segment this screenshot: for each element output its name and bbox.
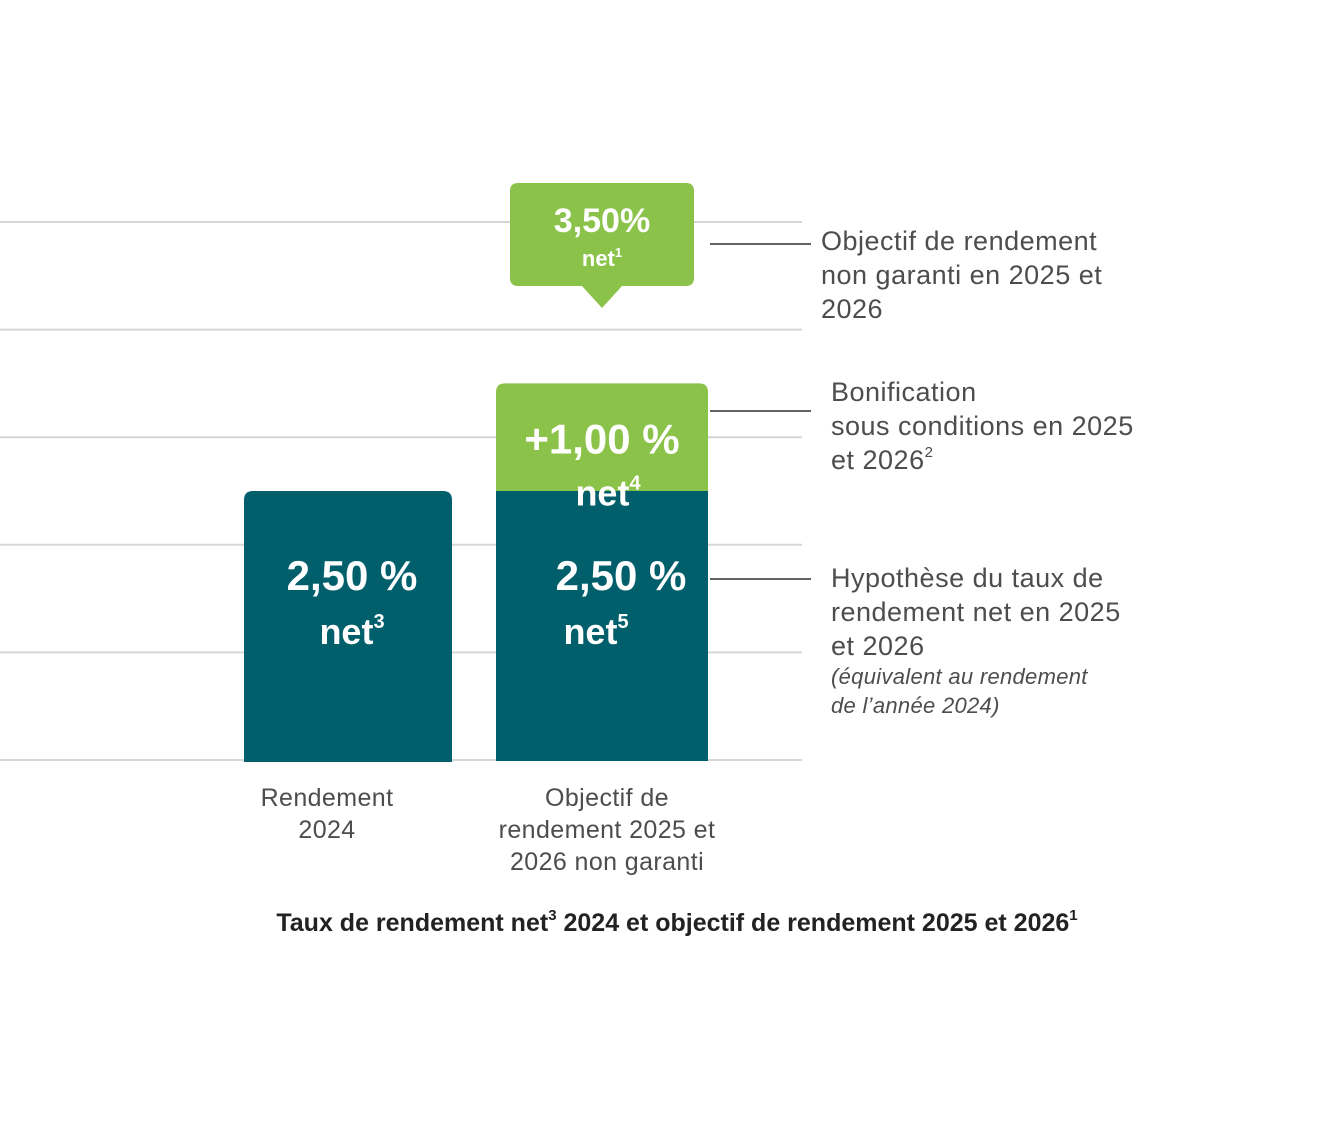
base-net-label: net5 xyxy=(563,611,628,652)
bar-base xyxy=(244,491,452,762)
x-tick-label: Objectif de rendement 2025 et 2026 non gar… xyxy=(499,784,716,876)
base-value-label: 2,50 % xyxy=(556,552,687,599)
annotation-bonus: Bonification sous conditions en 2025 et 20… xyxy=(831,377,1134,475)
bonus-net-label: net4 xyxy=(575,472,641,513)
x-tick-label: Rendement 2024 xyxy=(261,784,394,844)
base-net-label: net3 xyxy=(319,611,384,652)
base-value-label: 2,50 % xyxy=(287,552,418,599)
total-callout-box xyxy=(510,183,694,308)
annotation-base-note: (équivalent au rendement de l’année 2024) xyxy=(831,664,1088,718)
bonus-value-label: +1,00 % xyxy=(524,415,679,462)
total-callout-value: 3,50% xyxy=(554,202,650,240)
total-callout-net: net1 xyxy=(582,245,622,271)
bar-base-segment xyxy=(496,491,708,761)
annotation-base: Hypothèse du taux de rendement net en 202… xyxy=(831,563,1121,661)
annotation-target: Objectif de rendement non garanti en 2025… xyxy=(821,226,1102,324)
bar-bonus-segment xyxy=(496,383,708,491)
chart-title: Taux de rendement net3 2024 et objectif … xyxy=(276,907,1077,937)
